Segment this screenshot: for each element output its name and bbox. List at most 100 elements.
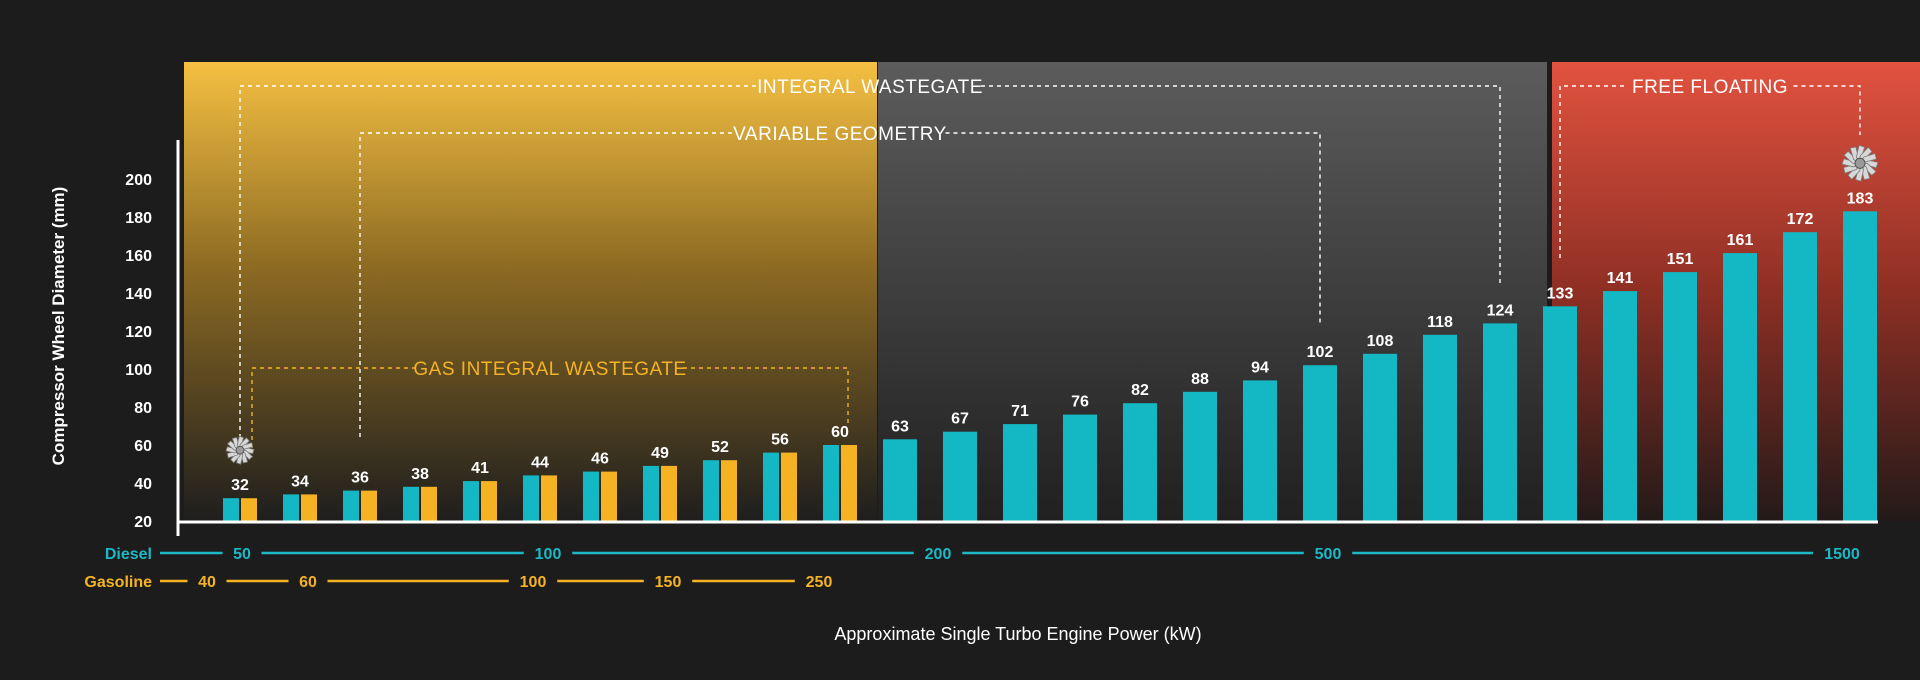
bar-value-label: 49 (651, 445, 669, 462)
bar-value-label: 124 (1487, 302, 1514, 319)
y-tick-label: 40 (134, 476, 152, 493)
bar-value-label: 141 (1607, 270, 1634, 287)
bar-value-label: 118 (1427, 314, 1453, 331)
bar-marks (223, 211, 1877, 522)
bar-value-label: 60 (831, 424, 849, 441)
bracket-line (1793, 85, 1861, 135)
bar-value-label: 151 (1667, 251, 1694, 268)
y-tick-label: 20 (134, 514, 152, 531)
bracket-line (1559, 85, 1627, 258)
diesel-bar (1843, 211, 1877, 522)
diesel-scale-tick: 500 (1315, 546, 1342, 563)
diesel-bar (283, 494, 299, 521)
diesel-bar (1363, 353, 1397, 521)
bar-value-label: 102 (1307, 344, 1334, 361)
x-axis-label: Approximate Single Turbo Engine Power (k… (834, 624, 1201, 644)
bracket-line (981, 85, 1501, 285)
gasoline-scale-label: Gasoline (84, 574, 152, 591)
annotation-brackets: INTEGRAL WASTEGATE VARIABLE GEOMETRY GAS I… (239, 77, 1861, 448)
diesel-scale-tick: 200 (925, 546, 952, 563)
gasoline-bar (661, 465, 677, 521)
diesel-bar (1183, 391, 1217, 521)
gasoline-bar (481, 481, 497, 521)
wheel-hub (235, 445, 245, 455)
gasoline-bar (781, 452, 797, 521)
y-tick-label: 140 (125, 286, 152, 303)
diesel-bar (1123, 403, 1157, 521)
bar-value-label: 38 (411, 466, 429, 483)
diesel-bar (943, 431, 977, 521)
gasoline-scale-tick: 60 (299, 574, 317, 591)
bracket-line (251, 367, 417, 448)
bar-value-label: 44 (531, 454, 549, 471)
diesel-bar (763, 452, 779, 521)
gasoline-zone (184, 62, 877, 521)
y-tick-label: 60 (134, 438, 152, 455)
diesel-bar (1543, 306, 1577, 521)
bar-value-label: 88 (1191, 371, 1209, 388)
compressor-wheel-large-icon (1841, 144, 1879, 182)
y-tick-label: 120 (125, 324, 152, 341)
y-tick-label: 180 (125, 210, 152, 227)
bar-value-label: 41 (471, 460, 489, 477)
diesel-bar (643, 465, 659, 521)
gasoline-bar (721, 460, 737, 521)
diesel-scale-tick: 1500 (1824, 546, 1860, 563)
diesel-bar (1303, 365, 1337, 521)
annotation-label: INTEGRAL WASTEGATE (757, 77, 983, 98)
bar-value-label: 172 (1787, 211, 1814, 228)
diesel-bar (1663, 272, 1697, 521)
diesel-bar (823, 445, 839, 521)
annotation-label: VARIABLE GEOMETRY (733, 124, 947, 145)
diesel-scale-tick: 50 (233, 546, 251, 563)
bar-value-label: 82 (1131, 382, 1149, 399)
bar-value-label: 71 (1011, 403, 1029, 420)
y-tick-label: 100 (125, 362, 152, 379)
annotation-label: GAS INTEGRAL WASTEGATE (413, 359, 686, 380)
diesel-bar (1423, 334, 1457, 521)
gasoline-scale-tick: 250 (806, 574, 833, 591)
diesel-bar (463, 481, 479, 521)
bar-value-label: 183 (1847, 190, 1874, 207)
bar-value-label: 52 (711, 439, 729, 456)
diesel-bar (223, 498, 239, 521)
y-axis: 20 40 60 80 100 120 140 160 180 200 (125, 140, 1878, 536)
diesel-bar (1243, 380, 1277, 521)
bar-value-label: 34 (291, 473, 309, 490)
wheel-hub (1854, 157, 1866, 169)
y-tick-label: 160 (125, 248, 152, 265)
diesel-scale-tick: 100 (535, 546, 562, 563)
bracket-line (359, 132, 735, 437)
diesel-bar (523, 475, 539, 521)
bar-value-label: 36 (351, 470, 369, 487)
diesel-bar (1783, 232, 1817, 521)
bar-value-label: 46 (591, 451, 609, 468)
gasoline-bar (541, 475, 557, 521)
wheel-icons (225, 144, 1879, 465)
diesel-bar (1603, 291, 1637, 521)
diesel-bar (1003, 424, 1037, 521)
bracket-line (239, 85, 759, 446)
power-scales: Diesel 50 100 200 500 1500 Gasoline 40 60 100 150 2… (84, 546, 1859, 591)
bar-value-label: 67 (951, 411, 969, 428)
compressor-wheel-small-icon (225, 435, 255, 465)
bar-value-label: 94 (1251, 359, 1269, 376)
gasoline-scale-tick: 40 (198, 574, 216, 591)
y-tick-label: 80 (134, 400, 152, 417)
gasoline-bar (841, 445, 857, 521)
diesel-scale-label: Diesel (105, 546, 152, 563)
y-axis-label: Compressor Wheel Diameter (mm) (49, 187, 68, 466)
bracket-line (683, 367, 849, 426)
bar-value-label: 63 (891, 418, 909, 435)
diesel-bar (583, 471, 599, 521)
gasoline-bar (421, 486, 437, 521)
bar-value-label: 32 (231, 477, 249, 494)
gasoline-bar (361, 490, 377, 521)
diesel-bar (883, 439, 917, 521)
bar-value-label: 161 (1727, 232, 1754, 249)
gasoline-bar (301, 494, 317, 521)
diesel-bar (1483, 323, 1517, 521)
bar-value-label: 56 (771, 432, 789, 449)
bar-value-label: 108 (1367, 333, 1394, 350)
annotation-label: FREE FLOATING (1632, 77, 1788, 98)
